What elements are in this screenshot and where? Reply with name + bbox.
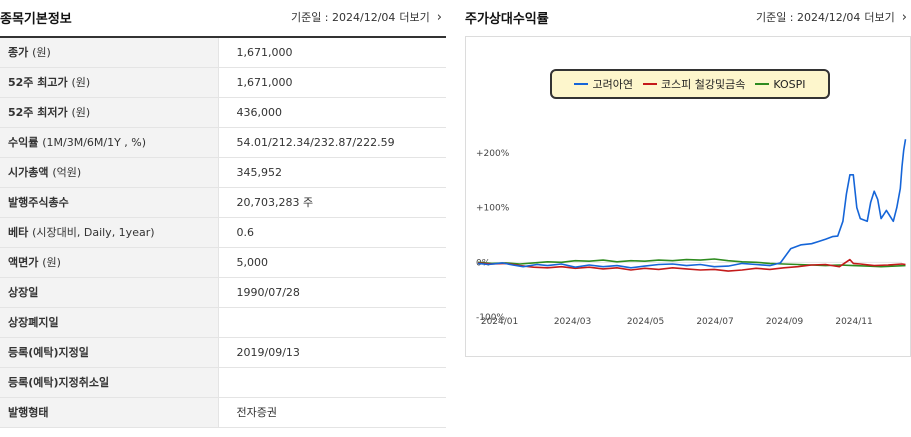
info-label: 52주 최저가 (원)	[0, 97, 219, 128]
info-row: 등록(예탁)지정취소일	[0, 367, 446, 398]
legend-label: KOSPI	[773, 77, 806, 91]
info-label-unit: (원)	[42, 256, 61, 269]
info-label: 52주 최고가 (원)	[0, 67, 219, 98]
info-label-unit: (시장대비, Daily, 1year)	[32, 226, 155, 239]
relative-return-more-link[interactable]: 기준일 : 2024/12/04 더보기 ›	[756, 9, 907, 25]
info-label-unit: (원)	[32, 46, 51, 60]
relative-return-more-label[interactable]: 더보기	[864, 11, 895, 24]
info-row: 상장폐지일	[0, 307, 446, 338]
info-label-text: 시가총액	[8, 166, 49, 179]
relative-return-ref-date: 기준일 : 2024/12/04	[755, 11, 861, 24]
info-value: 전자증권	[218, 397, 446, 428]
legend-label: 코스피 철강및금속	[660, 78, 746, 91]
info-label: 등록(예탁)지정취소일	[0, 367, 219, 398]
info-label: 수익률 (1M/3M/6M/1Y , %)	[0, 127, 219, 158]
info-row: 수익률 (1M/3M/6M/1Y , %) 54.01/212.34/232.87…	[0, 127, 446, 158]
info-value: 436,000	[218, 97, 446, 128]
legend-swatch	[642, 83, 657, 85]
info-value	[218, 367, 446, 398]
info-row: 액면가 (원) 5,000	[0, 247, 446, 278]
info-label-unit: (원)	[71, 106, 91, 119]
x-tick-label: 2024/09	[766, 317, 804, 327]
info-value: 54.01/212.34/232.87/222.59	[218, 127, 446, 158]
info-label-unit: (억원)	[52, 166, 82, 179]
info-row: 발행형태 전자증권	[0, 397, 446, 428]
info-value: 20,703,283 주	[218, 187, 446, 218]
info-label: 상장폐지일	[0, 307, 219, 338]
info-value: 1,671,000	[218, 37, 446, 68]
info-row: 52주 최고가 (원) 1,671,000	[0, 67, 446, 98]
basic-info-more-link[interactable]: 기준일 : 2024/12/04 더보기 ›	[291, 9, 442, 25]
info-label: 시가총액 (억원)	[0, 157, 219, 188]
relative-return-chart: +200% +100% 0% -100% 2024/01 2024/03 2024/05 20…	[465, 36, 911, 357]
info-label-unit: (1M/3M/6M/1Y , %)	[42, 136, 147, 149]
info-label-text: 발행형태	[8, 406, 49, 419]
info-label-text: 발행주식총수	[8, 196, 69, 209]
x-tick-label: 2024/05	[627, 317, 664, 327]
info-row: 등록(예탁)지정일 2019/09/13	[0, 337, 446, 368]
info-value: 1990/07/28	[218, 277, 446, 308]
info-label-text: 상장일	[8, 286, 39, 299]
info-row: 베타 (시장대비, Daily, 1year) 0.6	[0, 217, 446, 248]
chart-canvas: +200%+100%0%-100%2024/01 2024/03 2024/05 20…	[476, 139, 907, 327]
basic-info-title: 종목기본정보	[0, 11, 72, 27]
info-label-text: 상장폐지일	[8, 316, 59, 329]
chart-legend: 고려아연 코스피 철강및금속 KOSPI	[550, 69, 830, 99]
legend-label: 고려아연	[592, 78, 633, 91]
basic-info-table: 종가 (원) 1,671,000 52주 최고가 (원) 1,671,000 52주 최…	[0, 36, 446, 428]
x-tick-label: 2024/03	[554, 317, 591, 327]
info-value: 5,000	[218, 247, 446, 278]
info-value	[218, 307, 446, 338]
y-tick-label: +100%	[476, 204, 510, 214]
legend-item: 고려아연	[574, 76, 633, 92]
basic-info-more-label[interactable]: 더보기	[399, 11, 430, 24]
info-label-text: 52주 최고가	[8, 76, 68, 89]
legend-item: KOSPI	[755, 77, 806, 91]
info-label: 발행주식총수	[0, 187, 219, 218]
info-label-text: 액면가	[8, 256, 39, 269]
info-value: 0.6	[218, 217, 446, 248]
x-tick-label: 2024/01	[481, 317, 518, 327]
info-label-text: 등록(예탁)지정일	[8, 346, 89, 359]
info-row: 시가총액 (억원) 345,952	[0, 157, 446, 188]
chevron-right-icon[interactable]: ›	[436, 9, 442, 25]
legend-item: 코스피 철강및금속	[642, 76, 746, 92]
series-line	[477, 139, 907, 269]
info-label-text: 베타	[8, 226, 29, 239]
basic-info-header: 종목기본정보 기준일 : 2024/12/04 더보기 ›	[0, 0, 446, 34]
series-line	[477, 258, 906, 272]
info-label: 등록(예탁)지정일	[0, 337, 219, 368]
y-tick-label: -100%	[476, 313, 505, 323]
info-label-text: 수익률	[8, 136, 39, 149]
info-label: 발행형태	[0, 397, 219, 428]
relative-return-title: 주가상대수익률	[465, 11, 549, 27]
info-label: 베타 (시장대비, Daily, 1year)	[0, 217, 219, 248]
series-line	[477, 258, 906, 268]
info-label-unit: (원)	[71, 76, 91, 89]
x-tick-label: 2024/07	[696, 317, 733, 327]
info-label: 상장일	[0, 277, 219, 308]
relative-return-header: 주가상대수익률 기준일 : 2024/12/04 더보기 ›	[465, 0, 911, 34]
info-value: 1,671,000	[218, 67, 446, 98]
info-label: 액면가 (원)	[0, 247, 219, 278]
info-row: 종가 (원) 1,671,000	[0, 37, 446, 68]
legend-swatch	[755, 83, 770, 85]
y-tick-label: +200%	[476, 149, 510, 159]
info-row: 52주 최저가 (원) 436,000	[0, 97, 446, 128]
info-label-text: 종가	[8, 46, 29, 60]
chevron-right-icon[interactable]: ›	[901, 9, 907, 25]
info-label-text: 등록(예탁)지정취소일	[8, 376, 110, 389]
basic-info-ref-date: 기준일 : 2024/12/04	[290, 11, 396, 24]
legend-swatch	[574, 83, 589, 85]
info-label: 종가 (원)	[0, 37, 219, 68]
info-value: 2019/09/13	[218, 337, 446, 368]
info-value: 345,952	[218, 157, 446, 188]
info-label-text: 52주 최저가	[8, 106, 68, 119]
x-tick-label: 2024/11	[835, 317, 872, 327]
info-row: 발행주식총수 20,703,283 주	[0, 187, 446, 218]
info-row: 상장일 1990/07/28	[0, 277, 446, 308]
